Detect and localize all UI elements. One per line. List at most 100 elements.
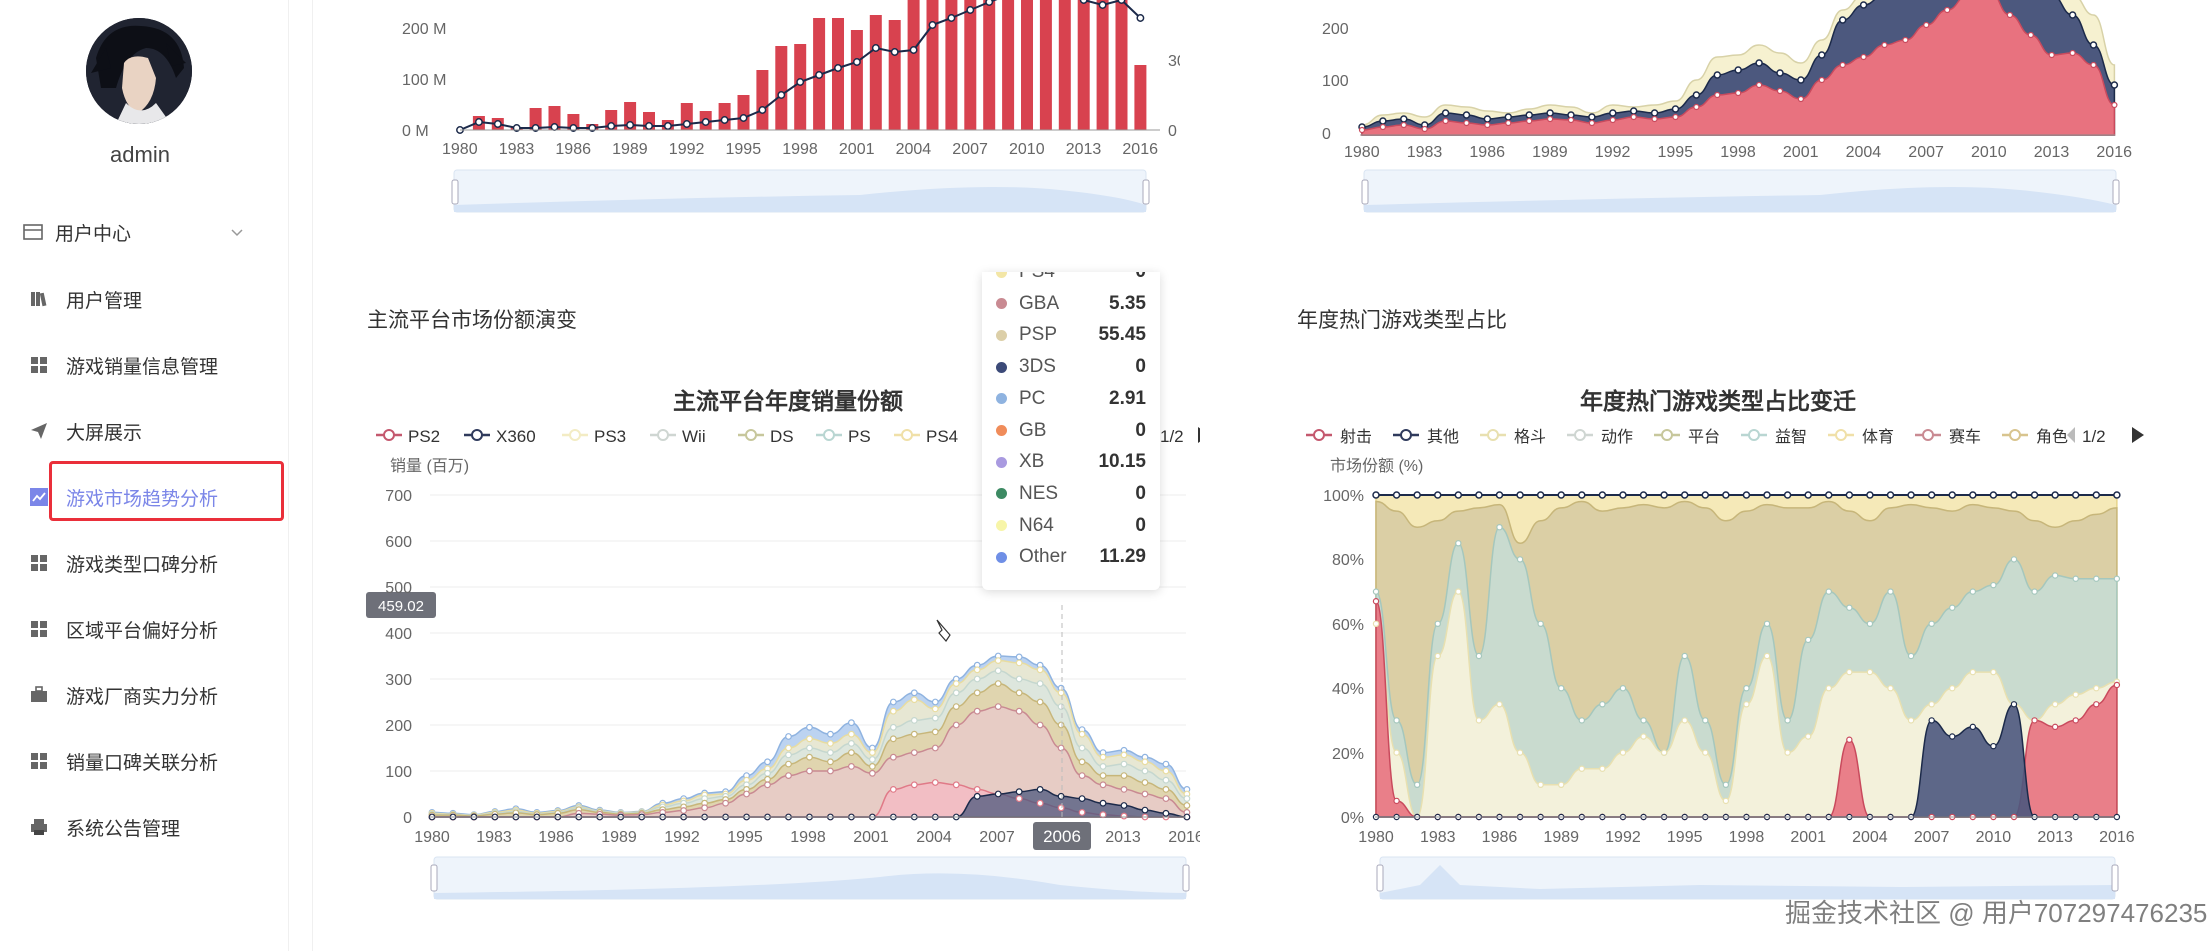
datazoom-handle-left[interactable] — [430, 864, 438, 892]
series-point — [1078, 744, 1086, 752]
datazoom-handle-left[interactable] — [1361, 179, 1369, 205]
series-point — [1660, 749, 1668, 756]
legend-next-icon[interactable] — [2132, 427, 2144, 443]
x-tick-label: 1989 — [1543, 829, 1579, 846]
menu-item-market-trend[interactable]: 游戏市场趋势分析 — [0, 469, 288, 525]
legend-item-7[interactable]: 赛车 — [1915, 427, 1981, 446]
legend-item-0[interactable]: 射击 — [1306, 428, 1372, 446]
series-point — [1681, 652, 1688, 660]
menu-group-user-center[interactable]: 用户中心 — [0, 204, 288, 260]
line-point — [890, 48, 899, 56]
series-point — [1907, 652, 1915, 660]
menu-item-sales-info[interactable]: 游戏销量信息管理 — [0, 337, 288, 393]
datazoom-handle-right[interactable] — [2111, 864, 2119, 892]
legend-item-1[interactable]: 其他 — [1393, 428, 1459, 446]
series-point — [1015, 707, 1023, 715]
series-point — [1015, 795, 1023, 803]
line-point — [493, 120, 502, 128]
tooltip-series-name: XB — [1019, 451, 1045, 473]
series-point — [1078, 730, 1086, 738]
series-point — [1578, 717, 1585, 724]
legend-item-ps3[interactable]: PS3 — [562, 427, 626, 446]
menu-item-region-platform[interactable]: 区域平台偏好分析 — [0, 601, 288, 657]
legend-item-2[interactable]: 格斗 — [1480, 428, 1546, 446]
menu-item-label: 大屏展示 — [66, 422, 143, 444]
series-point — [2113, 491, 2121, 499]
series-point — [2027, 31, 2034, 39]
grid-icon — [28, 354, 50, 376]
menu-item-big-screen[interactable]: 大屏展示 — [0, 403, 288, 459]
datazoom-handle-right[interactable] — [1142, 179, 1150, 205]
crosshair-y-label: 459.02 — [378, 598, 424, 615]
menu-item-announcements[interactable]: 系统公告管理 — [0, 799, 288, 855]
sales-bar — [964, 0, 977, 130]
sales-bar — [1134, 65, 1147, 130]
menu-item-publisher-strength[interactable]: 游戏厂商实力分析 — [0, 667, 288, 723]
series-point — [910, 749, 918, 757]
series-point — [889, 753, 897, 761]
datazoom-handle-left[interactable] — [1376, 864, 1384, 892]
series-point — [1949, 685, 1956, 692]
legend-label: Wii — [682, 427, 706, 446]
legend-next-icon[interactable] — [1198, 427, 1200, 443]
tooltip-row-other: Other 11.29 — [996, 541, 1146, 573]
line-point — [701, 118, 710, 126]
series-point — [2110, 81, 2119, 89]
series-point — [1434, 652, 1441, 660]
legend-item-ps[interactable]: PS — [816, 427, 871, 446]
tooltip-series-value: 0 — [1135, 356, 1146, 378]
menu-item-genre-reputation[interactable]: 游戏类型口碑分析 — [0, 535, 288, 591]
line-point — [966, 6, 975, 14]
legend-item-wii[interactable]: Wii — [650, 427, 706, 446]
menu-item-sales-reputation[interactable]: 销量口碑关联分析 — [0, 733, 288, 789]
series-point — [1505, 119, 1512, 127]
x-tick-label: 2016 — [2096, 144, 2132, 161]
legend-item-5[interactable]: 益智 — [1741, 428, 1807, 446]
line-point — [928, 21, 937, 29]
series-point — [2072, 575, 2079, 582]
menu-item-user-management[interactable]: 用户管理 — [0, 271, 288, 327]
legend-label: DS — [770, 427, 794, 446]
series-point — [1881, 41, 1888, 49]
series-point — [1681, 717, 1688, 724]
avatar[interactable] — [86, 18, 192, 124]
series-point — [2068, 11, 2077, 19]
series-point — [2010, 491, 2018, 499]
series-point — [2111, 101, 2118, 109]
legend-item-6[interactable]: 体育 — [1828, 428, 1894, 446]
legend-item-ps2[interactable]: PS2 — [376, 427, 440, 446]
series-point — [1379, 117, 1387, 125]
sales-bar — [1021, 0, 1033, 130]
datazoom-handle-left[interactable] — [451, 179, 459, 205]
series-point — [1578, 765, 1585, 772]
series-point — [1804, 636, 1812, 644]
legend-item-ps4[interactable]: PS4 — [894, 427, 958, 446]
menu-item-label: 系统公告管理 — [66, 818, 181, 840]
x-tick-label: 2001 — [853, 829, 889, 846]
series-point — [1866, 620, 1874, 627]
series-point — [1619, 749, 1627, 756]
legend-prev-icon[interactable] — [2067, 427, 2075, 443]
series-point — [1078, 809, 1086, 816]
datazoom-handle-right[interactable] — [1182, 864, 1190, 892]
legend-item-x360[interactable]: X360 — [464, 427, 536, 446]
y-tick-label: 100% — [1323, 488, 1364, 505]
datazoom-handle-right[interactable] — [2112, 179, 2120, 205]
series-point — [1784, 749, 1791, 756]
series-point — [806, 735, 813, 743]
series-point — [910, 696, 918, 704]
series-point — [785, 751, 792, 759]
series-point — [2093, 685, 2100, 692]
series-point — [1141, 779, 1149, 786]
series-point — [994, 703, 1002, 711]
legend-item-ds[interactable]: DS — [738, 427, 794, 446]
line-point — [1136, 14, 1145, 22]
series-point — [1475, 491, 1483, 499]
legend-item-4[interactable]: 平台 — [1654, 428, 1720, 446]
tooltip-series-value: 5.35 — [1109, 292, 1146, 314]
legend-item-3[interactable]: 动作 — [1567, 428, 1633, 446]
series-point — [889, 786, 897, 793]
menu-item-label: 游戏类型口碑分析 — [66, 554, 219, 576]
series-point — [1639, 491, 1648, 499]
legend-item-8[interactable]: 角色 — [2002, 428, 2068, 446]
